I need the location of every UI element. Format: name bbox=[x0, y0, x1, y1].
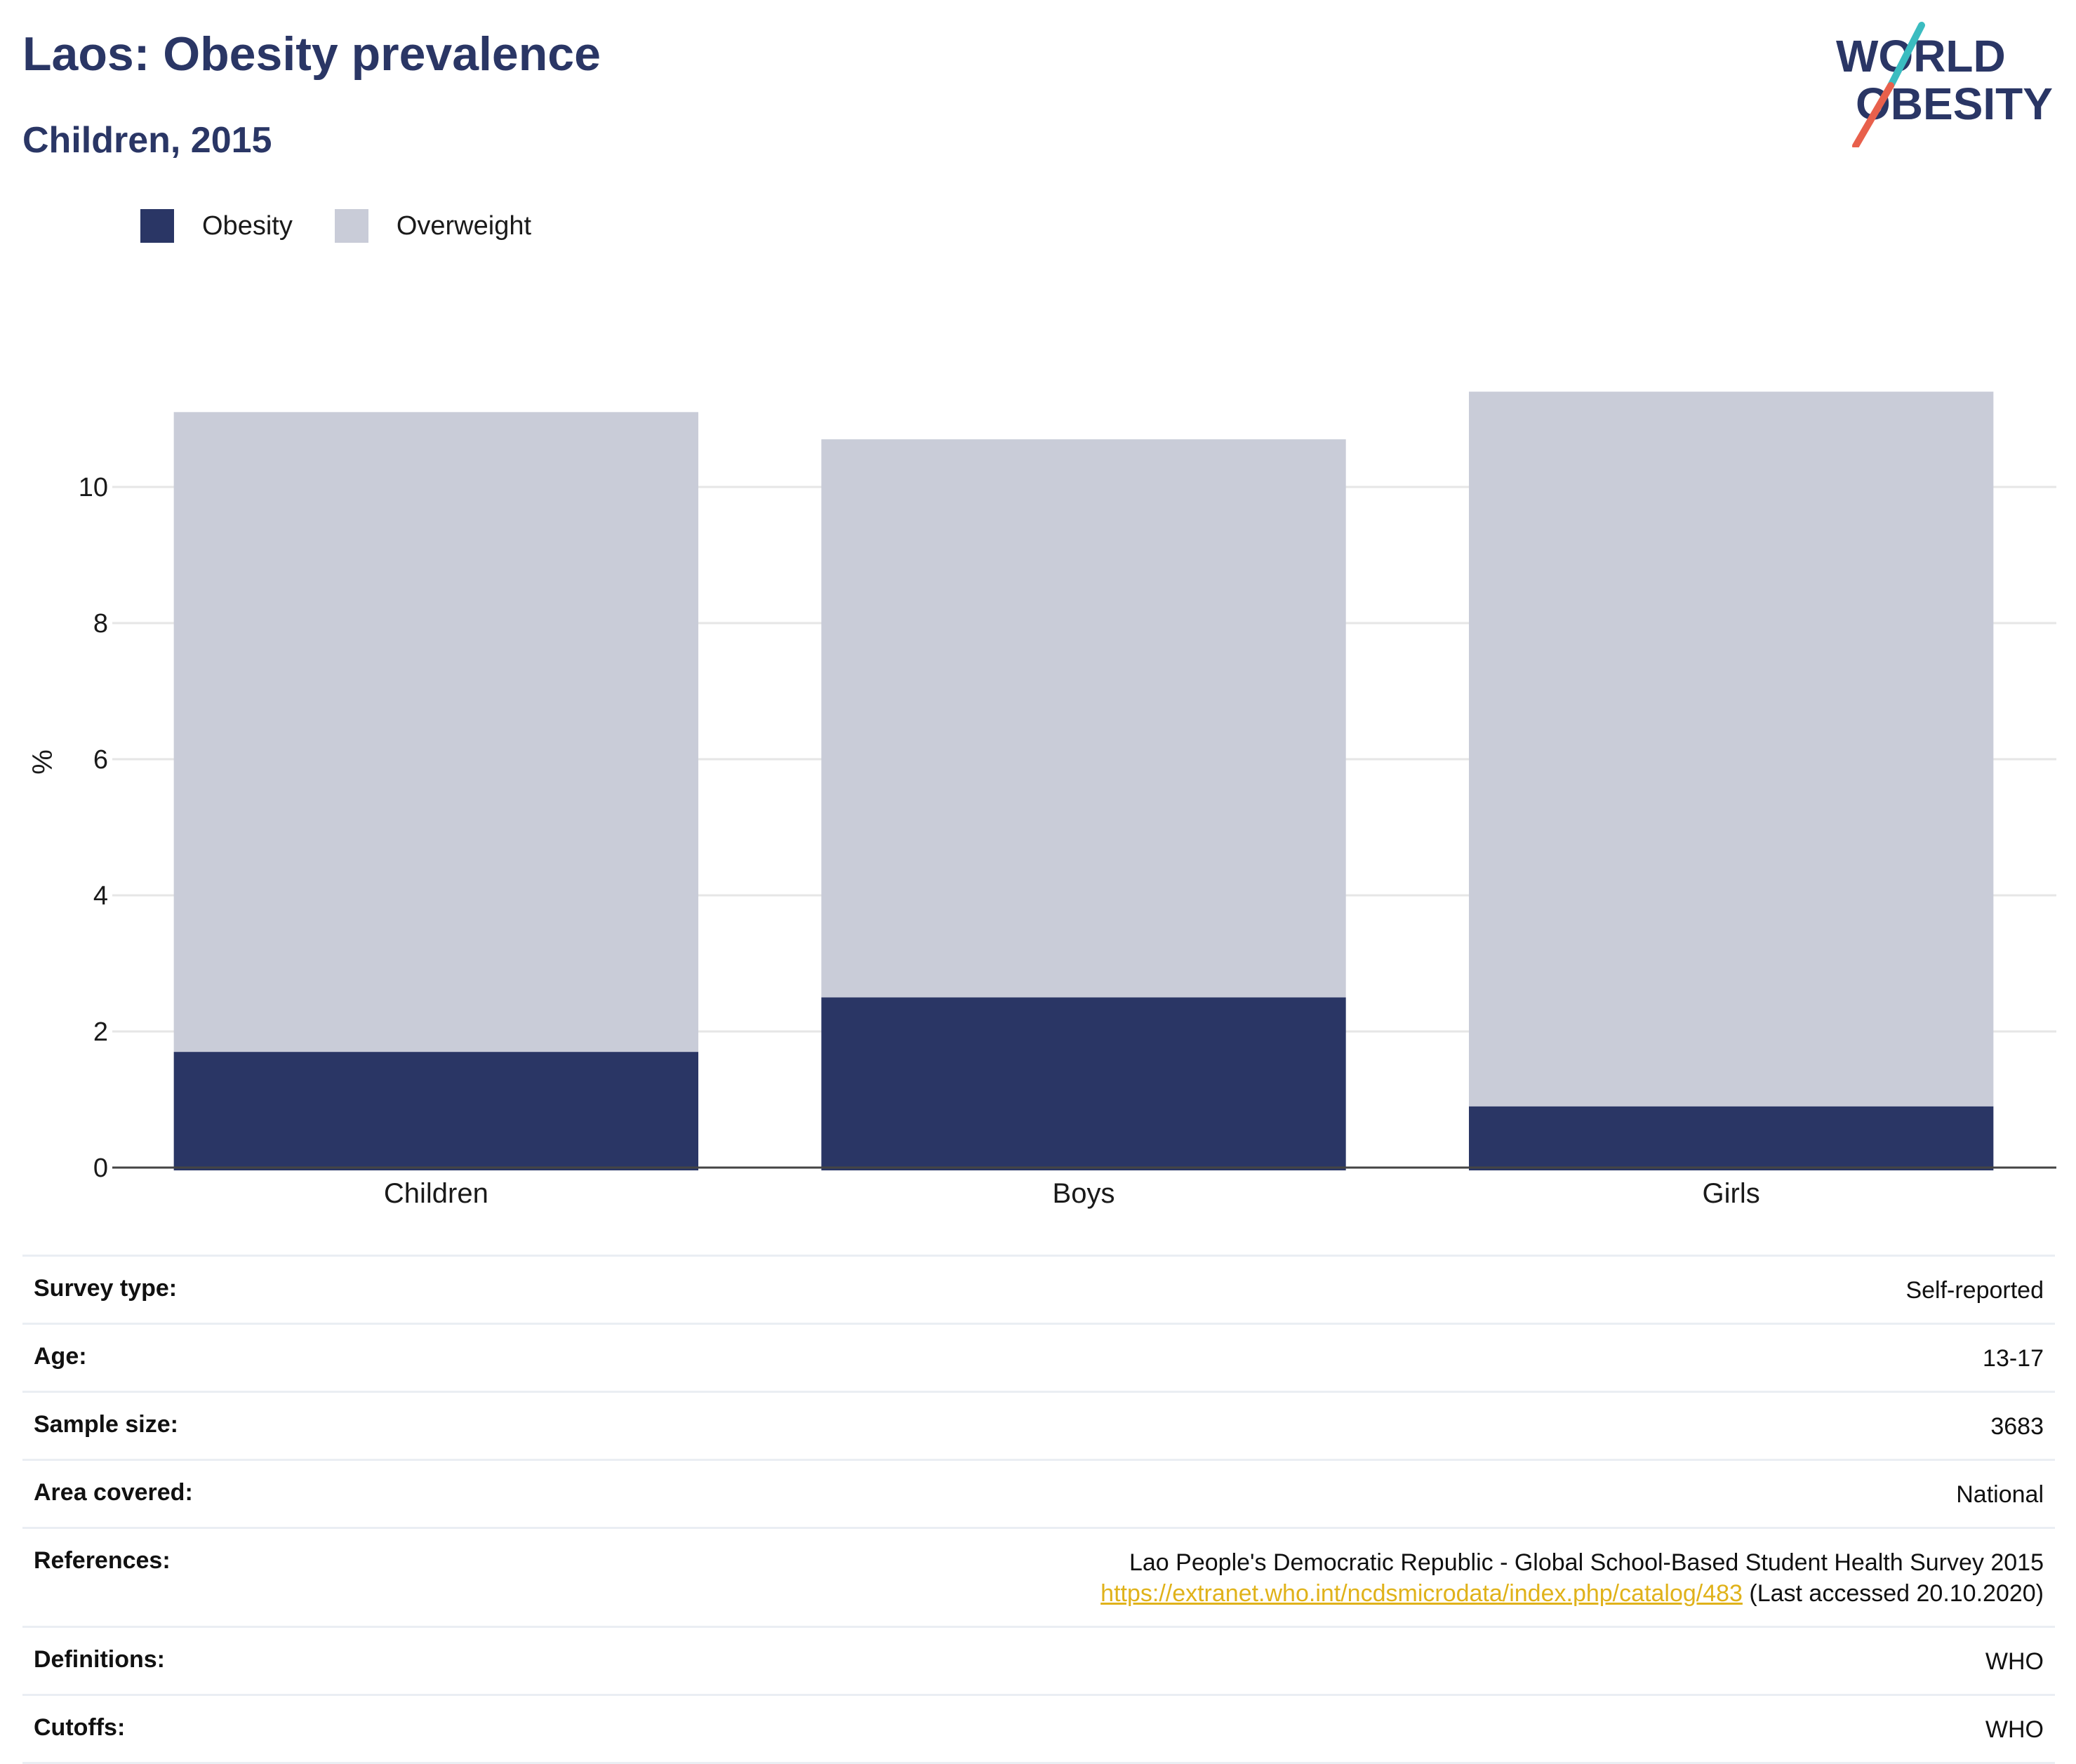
detail-row-cutoffs: Cutoffs: WHO bbox=[22, 1694, 2055, 1764]
legend-swatch-obesity bbox=[140, 209, 174, 243]
y-tick-label: 4 bbox=[93, 881, 108, 911]
detail-row-age: Age: 13-17 bbox=[22, 1323, 2055, 1391]
detail-value: 13-17 bbox=[1983, 1345, 2044, 1372]
y-tick-label: 6 bbox=[93, 745, 108, 775]
y-tick-label: 8 bbox=[93, 609, 108, 639]
detail-row-references: References: Lao People's Democratic Repu… bbox=[22, 1527, 2055, 1626]
reference-title: Lao People's Democratic Republic - Globa… bbox=[1129, 1549, 2044, 1576]
y-tick-label: 2 bbox=[93, 1017, 108, 1047]
legend-swatch-overweight bbox=[334, 209, 368, 243]
logo-teal-slash bbox=[1887, 22, 1925, 89]
detail-row-definitions: Definitions: WHO bbox=[22, 1626, 2055, 1694]
x-tick-label: Children bbox=[384, 1178, 488, 1209]
legend-label-overweight: Overweight bbox=[396, 211, 532, 241]
reference-accessed: (Last accessed 20.10.2020) bbox=[1749, 1580, 2044, 1607]
x-tick-label: Boys bbox=[1053, 1178, 1115, 1209]
chart-subtitle: Children, 2015 bbox=[22, 120, 272, 161]
detail-label: Age: bbox=[34, 1343, 87, 1370]
detail-value-references: Lao People's Democratic Republic - Globa… bbox=[1100, 1547, 2044, 1609]
detail-value: National bbox=[1956, 1481, 2044, 1508]
detail-row-area-covered: Area covered: National bbox=[22, 1459, 2055, 1527]
detail-value: 3683 bbox=[1990, 1413, 2044, 1440]
stacked-bar-chart: 0 2 4 6 8 10 Children Boys Girls % bbox=[27, 392, 2056, 1209]
bar-obesity-boys[interactable] bbox=[821, 997, 1346, 1171]
y-axis-label: % bbox=[27, 749, 58, 775]
detail-value: WHO bbox=[1985, 1716, 2044, 1743]
detail-value: Self-reported bbox=[1905, 1277, 2044, 1304]
detail-row-sample-size: Sample size: 3683 bbox=[22, 1391, 2055, 1459]
bar-obesity-girls[interactable] bbox=[1468, 1106, 1994, 1170]
chart-legend: Obesity Overweight bbox=[140, 209, 573, 243]
logo-line1: WORLD bbox=[1836, 31, 2006, 81]
reference-link[interactable]: https://extranet.who.int/ncdsmicrodata/i… bbox=[1100, 1580, 1743, 1607]
y-tick-label: 10 bbox=[79, 473, 108, 502]
detail-label: Area covered: bbox=[34, 1479, 193, 1506]
legend-item-overweight[interactable]: Overweight bbox=[334, 209, 532, 243]
world-obesity-logo: WORLD OBESITY bbox=[1836, 22, 2053, 147]
detail-value: WHO bbox=[1985, 1648, 2044, 1675]
chart-title: Laos: Obesity prevalence bbox=[22, 27, 601, 81]
legend-label-obesity: Obesity bbox=[202, 211, 293, 241]
bars bbox=[173, 392, 1994, 1171]
bar-overweight-boys[interactable] bbox=[821, 439, 1346, 998]
detail-row-survey-type: Survey type: Self-reported bbox=[22, 1255, 2055, 1323]
legend-item-obesity[interactable]: Obesity bbox=[140, 209, 293, 243]
detail-label: References: bbox=[34, 1547, 171, 1574]
detail-label: Definitions: bbox=[34, 1646, 165, 1673]
x-tick-label: Girls bbox=[1703, 1178, 1760, 1209]
logo-red-slash bbox=[1852, 82, 1894, 147]
survey-details-table: Survey type: Self-reported Age: 13-17 Sa… bbox=[22, 1255, 2055, 1764]
bar-obesity-children[interactable] bbox=[173, 1052, 699, 1170]
bar-overweight-girls[interactable] bbox=[1468, 392, 1994, 1107]
detail-label: Survey type: bbox=[34, 1275, 178, 1302]
detail-label: Cutoffs: bbox=[34, 1714, 126, 1741]
axes: 0 2 4 6 8 10 Children Boys Girls bbox=[79, 473, 2056, 1209]
y-tick-label: 0 bbox=[93, 1154, 108, 1183]
detail-label: Sample size: bbox=[34, 1411, 178, 1438]
bar-overweight-children[interactable] bbox=[173, 412, 699, 1053]
